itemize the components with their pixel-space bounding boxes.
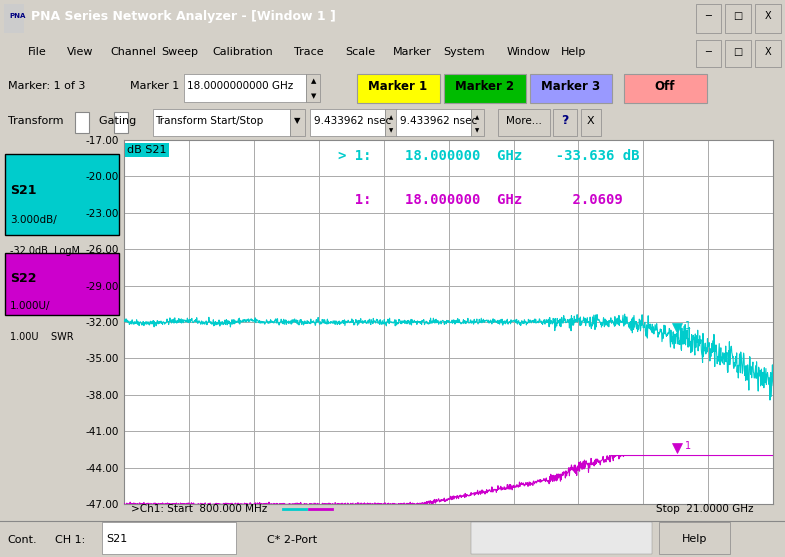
FancyBboxPatch shape [385,109,397,136]
Text: S21: S21 [106,534,127,544]
FancyBboxPatch shape [4,3,24,32]
FancyBboxPatch shape [153,109,290,136]
FancyBboxPatch shape [184,74,306,102]
Text: CH 1:: CH 1: [55,535,86,545]
Text: PNA Series Network Analyzer - [Window 1 ]: PNA Series Network Analyzer - [Window 1 … [31,10,336,23]
Text: -32.0dB  LogM: -32.0dB LogM [10,246,80,256]
Text: 3.000dB/: 3.000dB/ [10,215,57,225]
FancyBboxPatch shape [725,40,751,67]
Text: Channel: Channel [110,47,156,57]
Text: 9.433962 nsec: 9.433962 nsec [314,116,391,126]
FancyBboxPatch shape [530,74,612,102]
FancyBboxPatch shape [114,112,128,133]
Text: PNA: PNA [9,13,26,19]
FancyBboxPatch shape [696,3,721,32]
FancyBboxPatch shape [5,253,119,315]
FancyBboxPatch shape [581,109,601,136]
Text: More...: More... [506,116,542,126]
FancyBboxPatch shape [659,522,730,554]
Text: ▲: ▲ [389,115,393,120]
Text: ▼: ▼ [294,116,301,125]
Text: Marker: 1 of 3: Marker: 1 of 3 [8,81,86,91]
Text: > 1:    18.000000  GHz    -33.636 dB: > 1: 18.000000 GHz -33.636 dB [338,149,640,163]
Text: Stop  21.0000 GHz: Stop 21.0000 GHz [656,505,754,514]
Text: 1.00U    SWR: 1.00U SWR [10,331,74,341]
Text: ─: ─ [705,47,711,57]
Text: X: X [586,116,594,126]
Text: ▼: ▼ [475,129,480,134]
FancyBboxPatch shape [755,3,781,32]
Text: 1: 1 [685,321,691,331]
Text: 9.433962 nsec: 9.433962 nsec [400,116,477,126]
Text: Transform: Transform [8,116,64,126]
Text: Marker: Marker [392,47,431,57]
Text: Sweep: Sweep [161,47,198,57]
FancyBboxPatch shape [725,3,751,32]
Text: ▲: ▲ [475,115,480,120]
Text: 1:    18.000000  GHz      2.0609: 1: 18.000000 GHz 2.0609 [338,193,623,207]
Text: □: □ [733,47,743,57]
Text: Help: Help [561,47,586,57]
FancyBboxPatch shape [444,74,526,102]
Text: File: File [27,47,46,57]
Text: ─: ─ [705,11,711,21]
FancyBboxPatch shape [396,109,471,136]
FancyBboxPatch shape [755,40,781,67]
Text: Marker 2: Marker 2 [455,80,514,93]
Text: Calibration: Calibration [212,47,272,57]
FancyBboxPatch shape [498,109,550,136]
Text: >Ch1: Start  800.000 MHz: >Ch1: Start 800.000 MHz [130,505,267,514]
Text: Trace: Trace [294,47,324,57]
FancyBboxPatch shape [471,109,484,136]
FancyBboxPatch shape [5,154,119,234]
FancyBboxPatch shape [290,109,305,136]
FancyBboxPatch shape [75,112,89,133]
Text: Marker 1: Marker 1 [130,81,179,91]
Text: Transform Start/Stop: Transform Start/Stop [155,116,264,126]
Text: Window: Window [506,47,550,57]
Text: 1.000U/: 1.000U/ [10,301,50,311]
Text: Marker 1: Marker 1 [368,80,428,93]
Text: □: □ [733,11,743,21]
FancyBboxPatch shape [696,40,721,67]
Text: ▼: ▼ [311,94,316,100]
Text: X: X [765,11,771,21]
Text: X: X [765,47,771,57]
Text: S22: S22 [10,272,36,285]
FancyBboxPatch shape [310,109,385,136]
FancyBboxPatch shape [553,109,577,136]
Text: View: View [67,47,93,57]
Text: 18.0000000000 GHz: 18.0000000000 GHz [187,81,293,91]
Text: ▼: ▼ [389,129,393,134]
FancyBboxPatch shape [624,74,706,102]
FancyBboxPatch shape [102,522,236,554]
FancyBboxPatch shape [357,74,440,102]
FancyBboxPatch shape [306,74,320,102]
Text: Help: Help [682,534,707,544]
Text: dB S21: dB S21 [127,145,166,155]
Text: Gating: Gating [92,116,136,126]
Text: Marker 3: Marker 3 [541,80,601,93]
Text: C* 2-Port: C* 2-Port [267,535,317,545]
Text: S21: S21 [10,184,36,197]
Text: Off: Off [655,80,675,93]
FancyBboxPatch shape [471,522,652,554]
Text: Scale: Scale [345,47,375,57]
Text: ▲: ▲ [311,78,316,84]
Text: 1: 1 [685,441,691,451]
Text: ?: ? [561,114,569,128]
Text: System: System [444,47,485,57]
Text: Cont.: Cont. [8,535,38,545]
